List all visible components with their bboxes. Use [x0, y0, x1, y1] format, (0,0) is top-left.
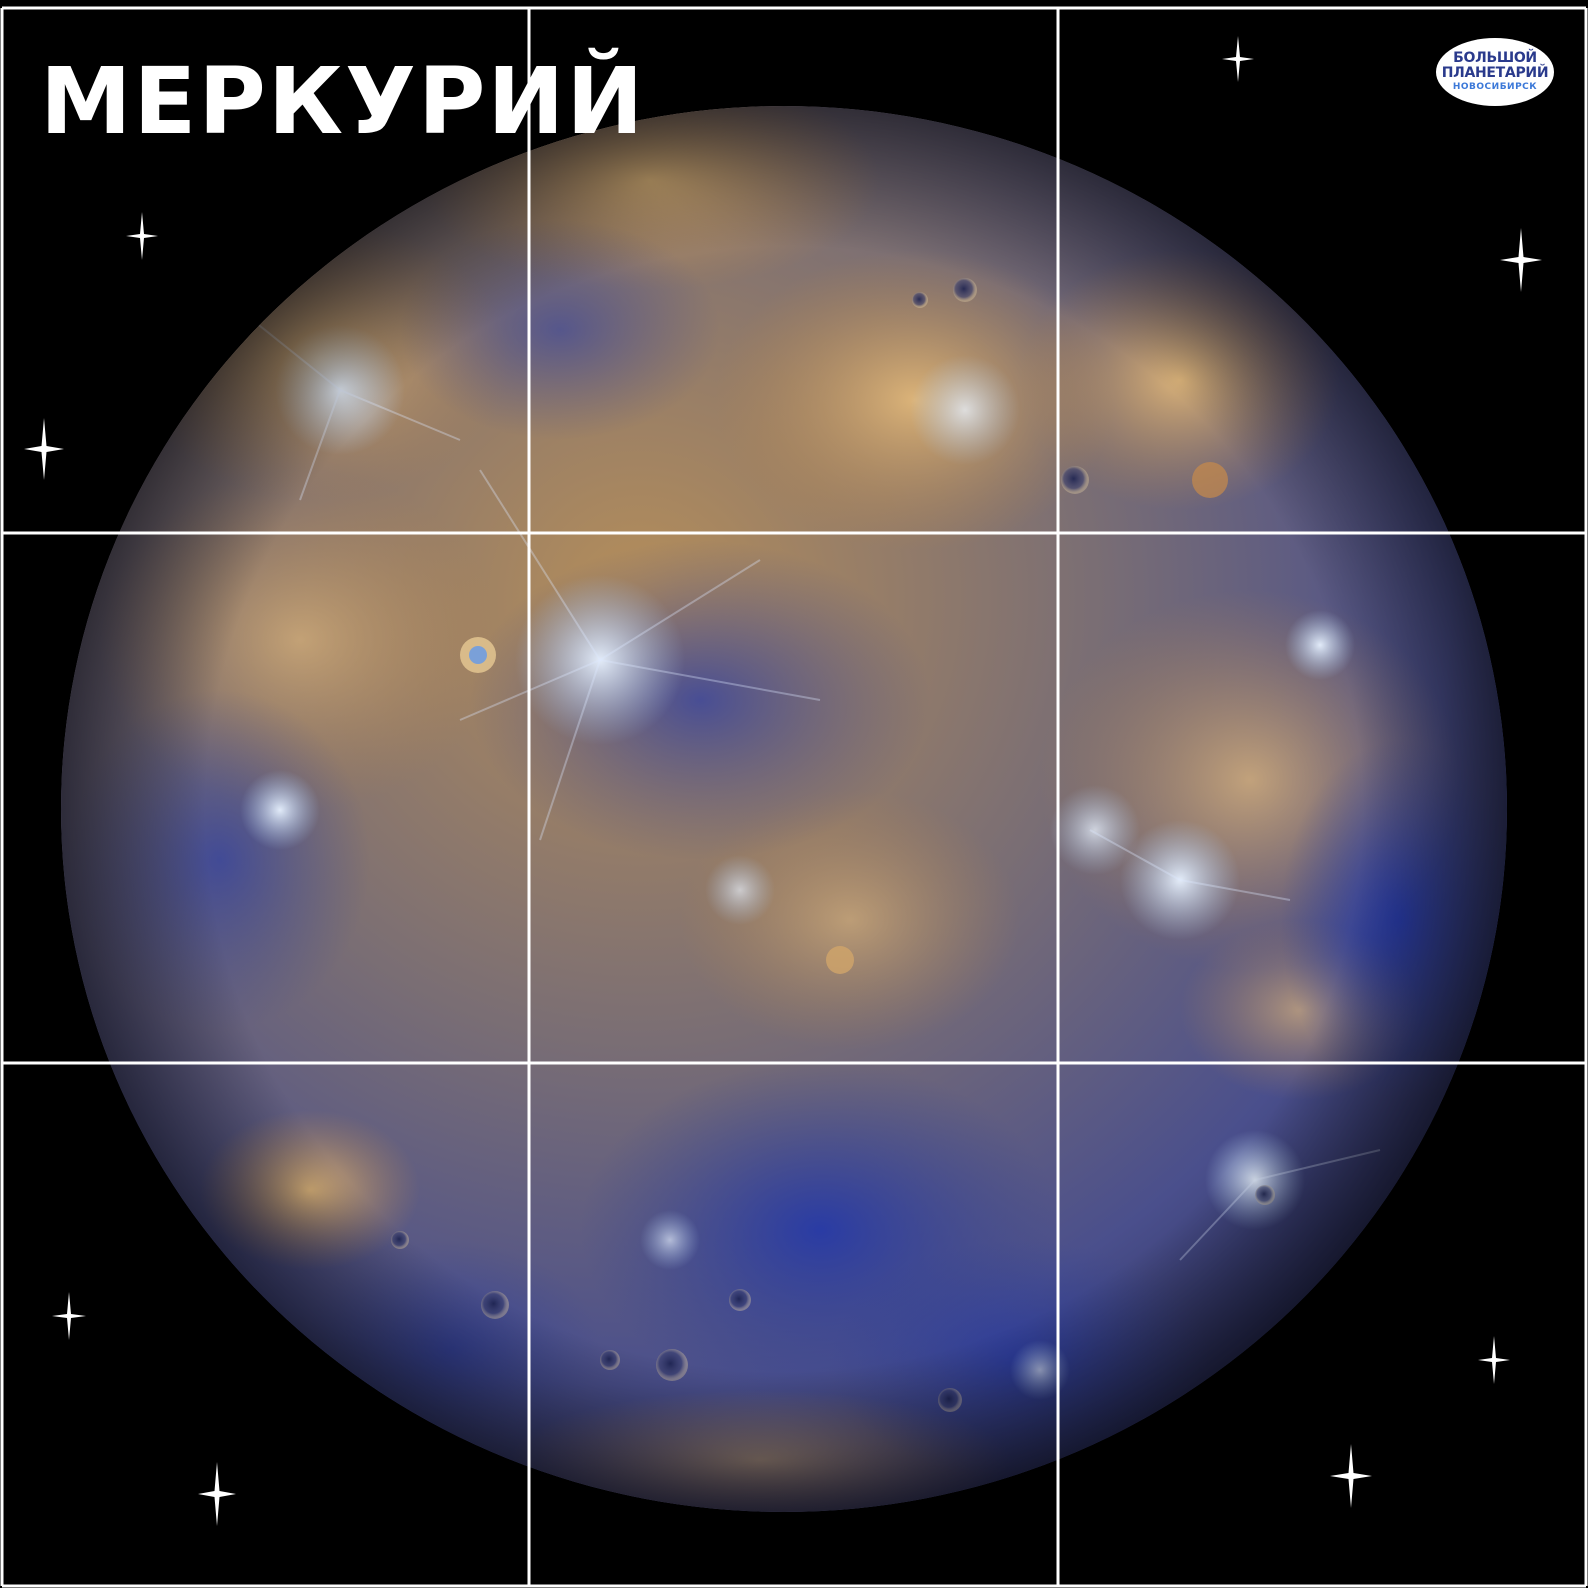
sparkle-star-icon [1478, 1336, 1510, 1384]
sparkle-star-icon [1500, 228, 1542, 292]
sparkle-star-icon [1222, 36, 1254, 82]
sparkle-star-icon [198, 1462, 236, 1526]
sparkle-star-icon [24, 418, 64, 480]
logo-line-2: ПЛАНЕТАРИЙ [1441, 65, 1549, 81]
logo-line-1: БОЛЬШОЙ [1453, 50, 1537, 66]
page-title: МЕРКУРИЙ [40, 48, 646, 155]
sparkle-star-icon [1330, 1444, 1372, 1508]
planetarium-logo: БОЛЬШОЙ ПЛАНЕТАРИЙ НОВОСИБИРСК [1436, 38, 1554, 106]
logo-line-3: НОВОСИБИРСК [1452, 82, 1538, 92]
sparkle-star-icon [126, 212, 158, 260]
sparkle-star-icon [52, 1292, 86, 1340]
